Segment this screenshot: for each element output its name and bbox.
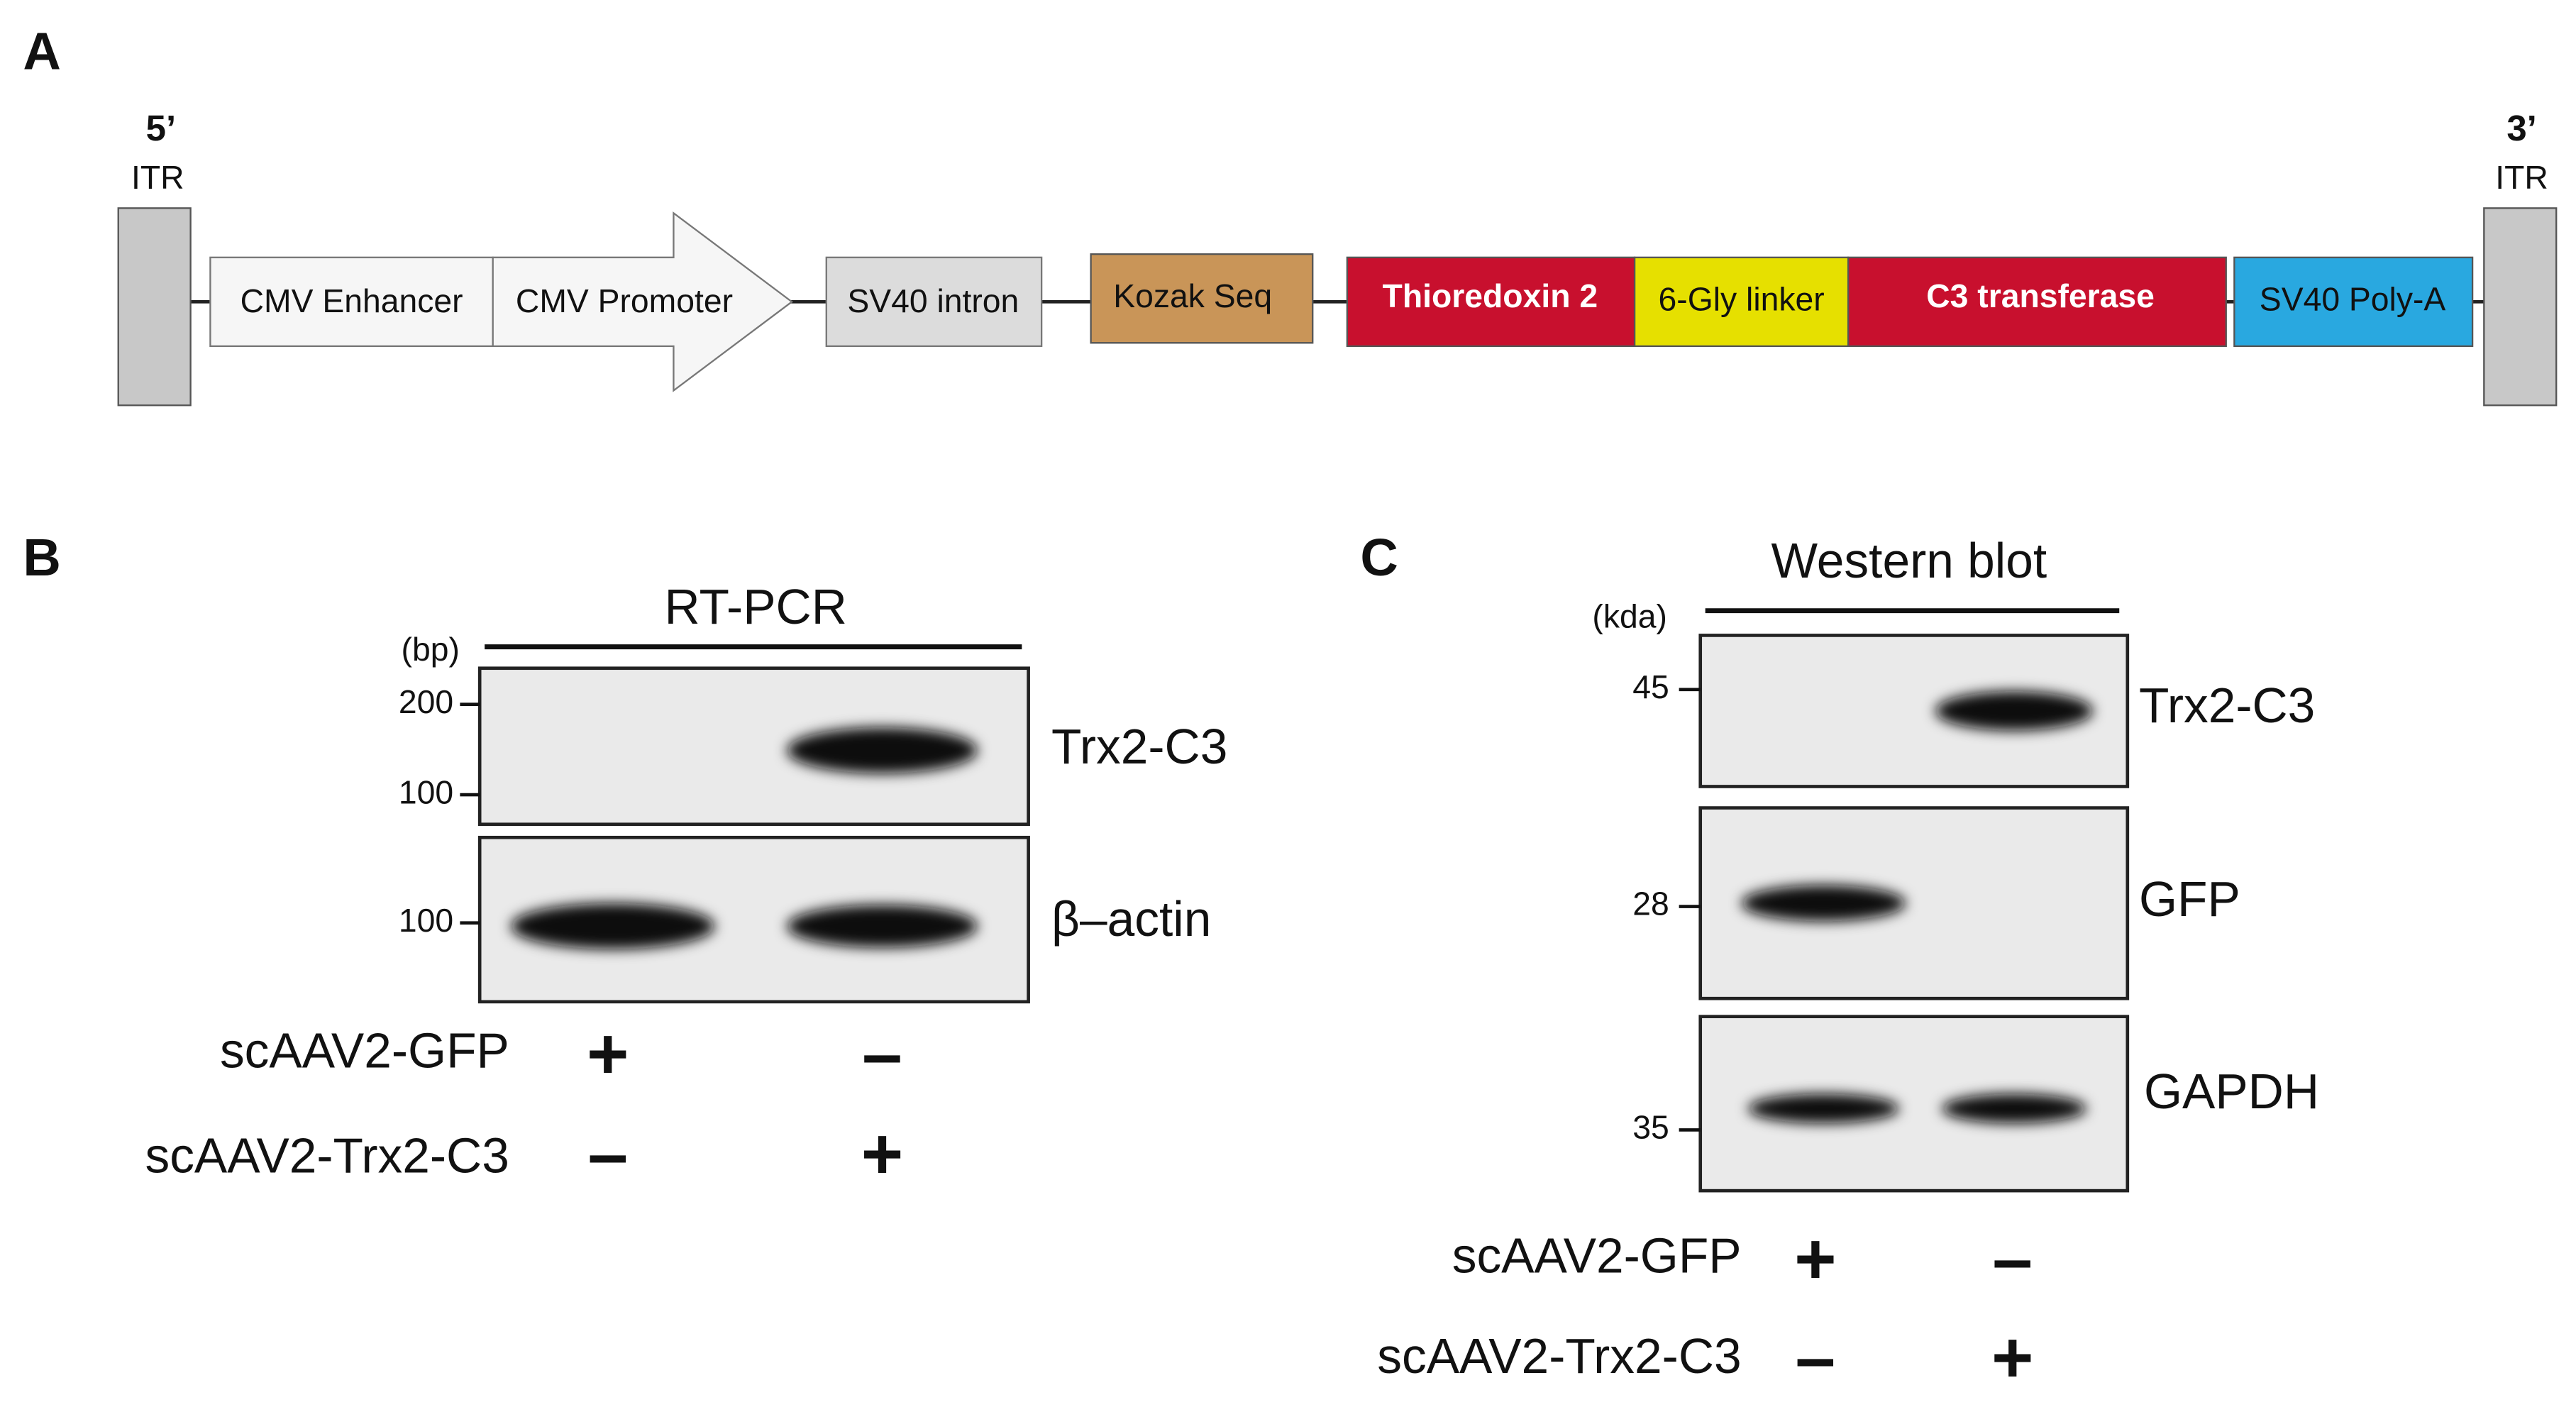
element-label: Kozak Seq <box>1113 277 1272 314</box>
marker-label: 100 <box>399 902 453 939</box>
itr-label: ITR <box>131 159 184 196</box>
element-box <box>1090 253 1314 344</box>
element-box <box>2233 256 2474 348</box>
gel-band <box>787 727 978 773</box>
gel-band <box>1741 885 1906 922</box>
element-box <box>209 256 494 348</box>
lane-sign: + <box>1794 1218 1837 1299</box>
band-label: GAPDH <box>2144 1064 2319 1119</box>
element-box <box>1847 256 2227 348</box>
band-label: Trx2-C3 <box>1051 719 1227 774</box>
itr-label: ITR <box>2495 159 2548 196</box>
band-label: β–actin <box>1051 891 1211 947</box>
band-label: GFP <box>2139 871 2240 927</box>
lane-sign: + <box>1991 1317 2034 1398</box>
panel-title: RT-PCR <box>665 579 847 634</box>
gel-band <box>787 905 978 948</box>
panel-label: A <box>23 22 61 81</box>
lane-sign: + <box>861 1113 904 1194</box>
itr-box <box>117 207 192 407</box>
panel-title: Western blot <box>1771 533 2047 588</box>
marker-label: 100 <box>399 773 453 810</box>
unit-label: (kda) <box>1592 598 1666 635</box>
element-label: Thioredoxin 2 <box>1383 277 1598 314</box>
panel-label: B <box>23 528 61 587</box>
lane-sign: – <box>862 1013 902 1094</box>
marker-label: 28 <box>1632 886 1669 922</box>
element-label: 6-Gly linker <box>1659 281 1825 318</box>
lane-sign: – <box>1992 1218 2033 1299</box>
marker-label: 200 <box>399 683 453 720</box>
condition-label: scAAV2-Trx2-C3 <box>1377 1328 1741 1384</box>
element-label: CMV Enhancer <box>241 282 463 319</box>
condition-label: scAAV2-Trx2-C3 <box>145 1127 509 1183</box>
unit-label: (bp) <box>402 631 460 668</box>
element-label: SV40 intron <box>847 282 1019 319</box>
marker-label: 35 <box>1632 1109 1669 1146</box>
panel-label: C <box>1360 528 1398 587</box>
element-label: CMV Promoter <box>516 282 733 319</box>
end-label: 3’ <box>2506 108 2536 148</box>
element-box <box>825 256 1043 348</box>
condition-label: scAAV2-GFP <box>220 1022 509 1078</box>
end-label: 5’ <box>146 108 176 148</box>
itr-box <box>2483 207 2558 407</box>
gel-band <box>1935 691 2094 731</box>
gel-band <box>1747 1093 1899 1124</box>
promoter-arrow <box>492 211 794 392</box>
band-label: Trx2-C3 <box>2139 678 2315 733</box>
condition-label: scAAV2-GFP <box>1452 1228 1742 1284</box>
lane-sign: – <box>587 1113 628 1194</box>
element-label: SV40 Poly-A <box>2260 281 2446 318</box>
element-label: C3 transferase <box>1926 277 2155 314</box>
lane-sign: – <box>1796 1317 1836 1398</box>
lane-sign: + <box>587 1013 629 1094</box>
gel-band <box>1942 1093 2086 1124</box>
marker-label: 45 <box>1632 668 1669 705</box>
gel-band <box>511 903 715 949</box>
